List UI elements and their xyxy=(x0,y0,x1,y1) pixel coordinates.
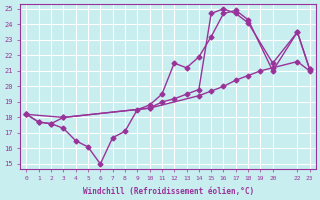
X-axis label: Windchill (Refroidissement éolien,°C): Windchill (Refroidissement éolien,°C) xyxy=(83,187,254,196)
